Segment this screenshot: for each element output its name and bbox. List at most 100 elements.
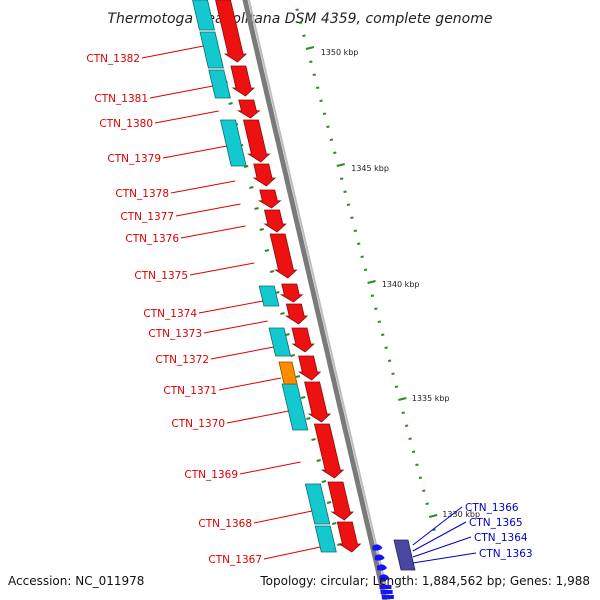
reverse-gene-block [192, 0, 216, 31]
small-gene-mark [381, 595, 394, 599]
scale-ticks: 1350 kbp 1345 kbp 1340 kbp 1335 kbp 1330 kbp [207, 8, 480, 546]
minor-tick [298, 21, 303, 24]
reverse-gene-block [208, 69, 231, 99]
reverse-gene-block [199, 31, 224, 69]
gene-features [192, 0, 416, 599]
forward-gene-arrow [269, 233, 298, 279]
inner-tick [228, 102, 233, 105]
forward-gene-arrow [252, 163, 277, 187]
minor-tick [408, 437, 412, 440]
forward-gene-arrow [230, 65, 256, 97]
minor-tick [329, 138, 334, 141]
small-gene-mark [374, 554, 385, 561]
scale-tick-label: 1345 kbp [351, 164, 389, 173]
gene-labels: CTN_1382 CTN_1381 CTN_1380 CTN_1379 CTN_1378… [86, 45, 533, 566]
gene-label-ctn_1379: CTN_1379 [107, 153, 161, 165]
gene-label-leader [154, 110, 219, 124]
minor-tick [381, 333, 385, 336]
scale-tick-label: 1340 kbp [382, 280, 420, 289]
reverse-gene-block [281, 383, 309, 431]
gene-label-ctn_1373: CTN_1373 [148, 328, 202, 340]
minor-tick [374, 307, 378, 310]
gene-label-leader [149, 85, 213, 99]
gene-label-ctn_1372: CTN_1372 [155, 354, 209, 366]
small-gene-mark [380, 590, 393, 594]
gene-label-ctn_1366: CTN_1366 [465, 502, 519, 514]
major-tick [305, 46, 315, 50]
gene-label-leader [141, 45, 204, 59]
gene-label-ctn_1363: CTN_1363 [479, 548, 533, 560]
major-tick [398, 397, 407, 401]
minor-tick [384, 346, 388, 349]
forward-gene-arrow [236, 99, 261, 119]
small-gene-mark [379, 585, 392, 589]
inner-tick [249, 186, 254, 189]
minor-tick [394, 385, 399, 388]
gene-label-leader [253, 510, 313, 524]
gene-label-leader [226, 410, 289, 424]
inner-tick [259, 228, 264, 231]
gene-label-ctn_1381: CTN_1381 [94, 93, 148, 105]
inner-tick [300, 396, 306, 399]
gene-label-ctn_1377: CTN_1377 [120, 211, 174, 223]
rna-gene-block [278, 361, 298, 385]
reverse-gene-block [258, 285, 280, 307]
inner-tick [264, 249, 270, 252]
minor-tick [387, 359, 392, 362]
forward-gene-arrow [279, 283, 304, 303]
reverse-gene-block [268, 327, 292, 357]
gene-label-ctn_1376: CTN_1376 [125, 233, 179, 245]
gene-label-ctn_1375: CTN_1375 [134, 270, 188, 282]
minor-tick [425, 502, 429, 505]
reverse-gene-block [314, 525, 337, 553]
scale-tick-label: 1350 kbp [321, 48, 359, 57]
minor-tick [333, 151, 337, 154]
gene-label-leader [189, 262, 255, 276]
minor-tick [363, 268, 368, 271]
reverse-gene-block [219, 119, 247, 167]
forward-gene-arrow [215, 0, 248, 63]
scale-tick-label: 1335 kbp [412, 394, 450, 403]
minor-tick [350, 216, 354, 219]
minor-tick [370, 294, 375, 297]
forward-gene-arrow [291, 327, 315, 353]
forward-gene-arrow [257, 189, 282, 209]
gene-label-ctn_1382: CTN_1382 [86, 53, 140, 65]
accession-text: Accession: NC_011978 [8, 574, 145, 588]
gene-label-leader [203, 320, 268, 334]
forward-gene-arrow [263, 209, 287, 233]
forward-gene-arrow [297, 355, 322, 381]
gene-label-leader [210, 346, 274, 360]
gene-label-leader [175, 203, 241, 217]
gene-label-leader [180, 225, 246, 239]
genome-summary-text: Topology: circular; Length: 1,884,562 bp… [260, 574, 590, 588]
inner-tick [332, 522, 337, 525]
gene-label-ctn_1380: CTN_1380 [99, 118, 153, 130]
gene-label-ctn_1371: CTN_1371 [163, 385, 217, 397]
minor-tick [309, 60, 313, 63]
inner-tick [321, 480, 327, 483]
gene-label-leader [412, 506, 463, 546]
scale-tick-label: 1330 kbp [442, 510, 480, 519]
minor-tick [316, 86, 320, 89]
minor-tick [346, 203, 351, 206]
gene-label-leader [239, 461, 301, 475]
forward-gene-arrow [327, 481, 355, 521]
inner-tick [326, 501, 332, 504]
minor-tick [418, 476, 423, 479]
gene-label-ctn_1368: CTN_1368 [198, 518, 252, 530]
gene-label-leader [412, 552, 477, 564]
inner-tick [269, 270, 275, 273]
inner-tick [285, 333, 290, 336]
reverse-gene-block [304, 483, 331, 525]
major-tick [367, 280, 376, 284]
inner-tick [306, 417, 311, 420]
gene-label-leader [162, 145, 227, 159]
other-strand-gene [393, 539, 416, 571]
minor-tick [357, 242, 361, 245]
minor-tick [353, 229, 357, 232]
minor-tick [312, 73, 316, 76]
minor-tick [322, 112, 327, 115]
gene-label-ctn_1378: CTN_1378 [115, 188, 169, 200]
gene-label-leader [170, 180, 236, 194]
